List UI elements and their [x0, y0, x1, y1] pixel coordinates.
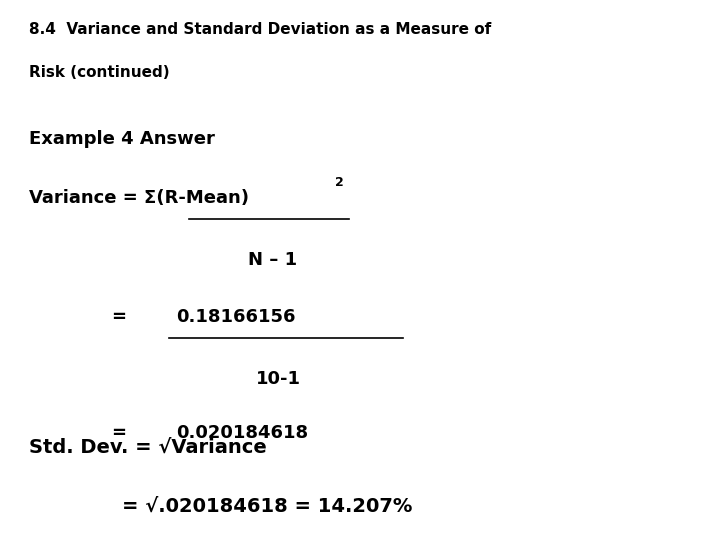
Text: Example 4 Answer: Example 4 Answer [29, 130, 215, 147]
Text: Variance = Σ(R-Mean): Variance = Σ(R-Mean) [29, 189, 249, 207]
Text: =: = [112, 424, 127, 442]
Text: N – 1: N – 1 [248, 251, 297, 269]
Text: =: = [112, 308, 127, 326]
Text: Std. Dev. = √Variance: Std. Dev. = √Variance [29, 437, 266, 456]
Text: = √.020184618 = 14.207%: = √.020184618 = 14.207% [122, 497, 413, 516]
Text: 8.4  Variance and Standard Deviation as a Measure of: 8.4 Variance and Standard Deviation as a… [29, 22, 491, 37]
Text: 10-1: 10-1 [256, 370, 301, 388]
Text: 2: 2 [335, 176, 343, 188]
Text: 0.020184618: 0.020184618 [176, 424, 309, 442]
Text: 0.18166156: 0.18166156 [176, 308, 296, 326]
Text: Risk (continued): Risk (continued) [29, 65, 169, 80]
